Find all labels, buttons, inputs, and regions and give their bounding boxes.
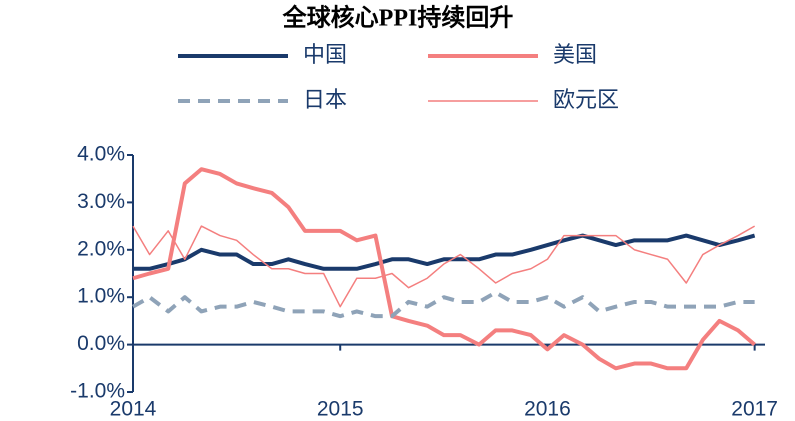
series-line: [132, 225, 756, 308]
x-tick-label: 2014: [110, 398, 157, 421]
series-line: [132, 290, 755, 319]
y-tick-label: 1.0%: [77, 285, 125, 308]
legend-label: 美国: [553, 42, 597, 67]
x-tick-label: 2016: [524, 398, 571, 421]
legend-label: 中国: [303, 42, 347, 67]
series-line: [132, 167, 756, 371]
x-tick-label: 2017: [731, 398, 778, 421]
x-tick-label: 2015: [317, 398, 364, 421]
y-tick-label: 2.0%: [77, 237, 125, 260]
y-tick-label: -1.0%: [70, 380, 125, 403]
y-tick-label: 4.0%: [77, 143, 125, 166]
legend-label: 欧元区: [553, 87, 619, 112]
y-tick-label: 3.0%: [77, 190, 125, 213]
y-tick-label: 0.0%: [77, 332, 125, 355]
chart-title: 全球核心PPI持续回升: [282, 4, 514, 32]
series-line: [133, 233, 756, 271]
legend-label: 日本: [303, 87, 347, 112]
